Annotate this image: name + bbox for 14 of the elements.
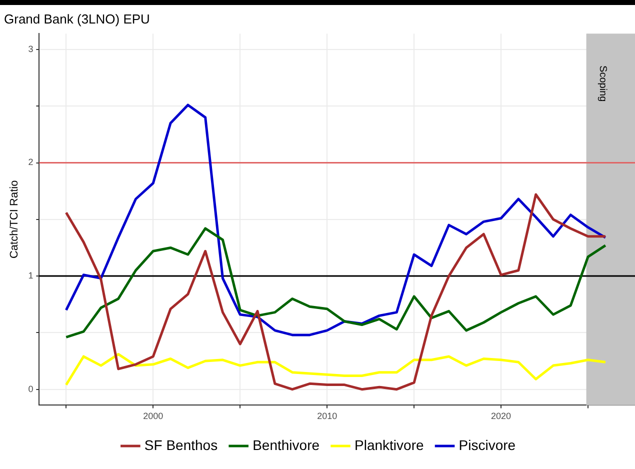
legend-label: SF Benthos: [144, 436, 218, 453]
x-tick-label: 2000: [143, 411, 164, 422]
legend-label: Piscivore: [458, 436, 516, 453]
y-tick-label: 3: [28, 44, 34, 54]
band-label: Scoping: [596, 66, 608, 102]
x-tick-label: 2020: [491, 411, 512, 422]
y-tick-label: 0: [28, 384, 34, 394]
chart-title: Grand Bank (3LNO) EPU: [4, 11, 150, 26]
y-tick-label: 2: [28, 157, 34, 168]
y-axis-title: Catch/TCI Ratio: [8, 180, 21, 259]
legend-label: Benthivore: [252, 436, 320, 453]
x-tick-label: 2010: [317, 411, 338, 422]
y-tick-label: 1: [28, 270, 34, 281]
legend-label: Planktivore: [354, 436, 424, 453]
